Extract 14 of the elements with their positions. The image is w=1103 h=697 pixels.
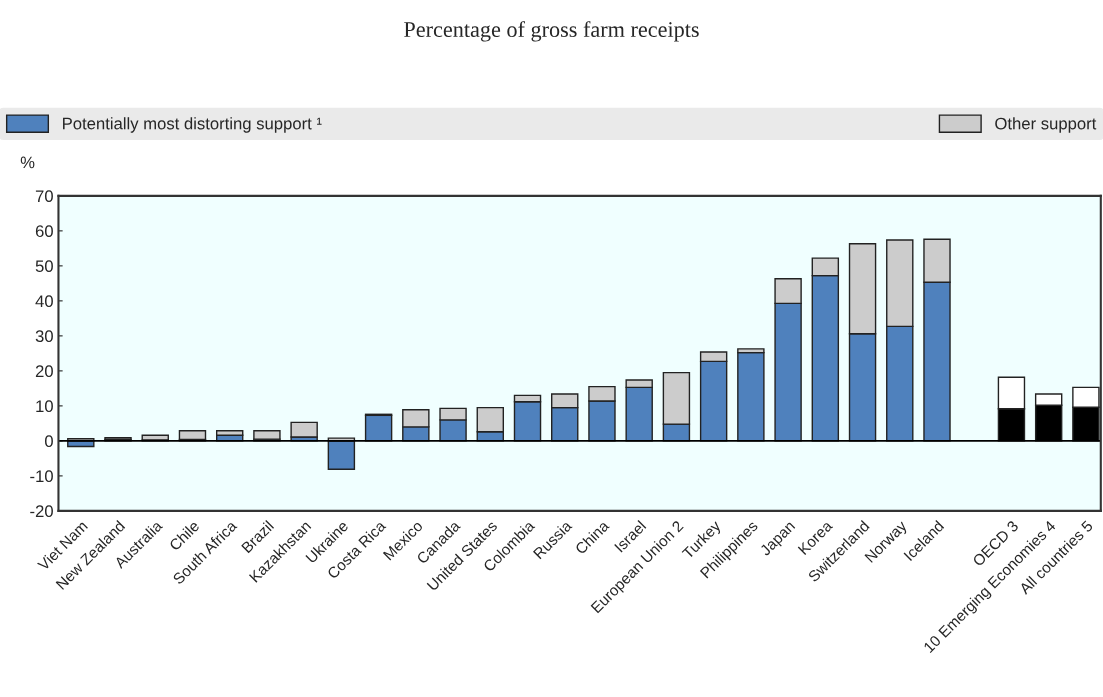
y-tick-label: 30 <box>35 330 53 343</box>
y-tick-label: 20 <box>35 365 53 378</box>
y-tick-label: 40 <box>35 295 53 308</box>
legend-label: Potentially most distorting support ¹ <box>63 117 322 133</box>
legend-label: Other support <box>995 117 1097 133</box>
y-tick-label: 0 <box>44 435 53 448</box>
y-axis-title: % <box>20 156 35 169</box>
y-tick-label: -10 <box>30 470 53 483</box>
y-tick-label: 50 <box>35 260 53 273</box>
y-tick-label: -20 <box>30 505 53 518</box>
y-tick-label: 60 <box>35 225 53 238</box>
chart-title: Percentage of gross farm receipts <box>404 21 699 42</box>
y-tick-label: 10 <box>36 400 53 413</box>
y-tick-label: 70 <box>35 190 53 203</box>
